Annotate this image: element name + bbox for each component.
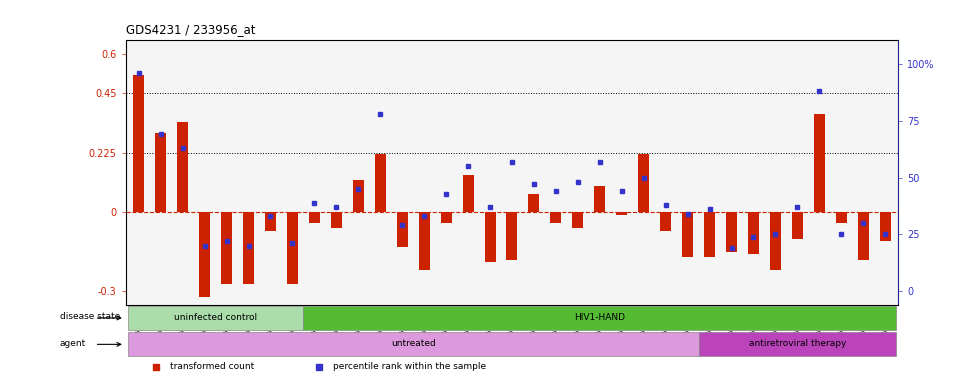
Bar: [353, 180, 364, 212]
Bar: [418, 212, 430, 270]
Bar: [440, 212, 452, 223]
Bar: [221, 212, 232, 283]
Bar: [485, 212, 496, 262]
Bar: [704, 212, 715, 257]
Bar: [375, 154, 385, 212]
Bar: [156, 133, 166, 212]
Bar: [660, 212, 671, 231]
Bar: [528, 194, 539, 212]
Bar: [243, 212, 254, 283]
Text: GDS4231 / 233956_at: GDS4231 / 233956_at: [126, 23, 255, 36]
Text: uninfected control: uninfected control: [174, 313, 257, 322]
Bar: [770, 212, 781, 270]
Text: percentile rank within the sample: percentile rank within the sample: [332, 362, 486, 371]
Bar: [463, 175, 473, 212]
Bar: [303, 306, 896, 330]
Bar: [682, 212, 694, 257]
Text: antiretroviral therapy: antiretroviral therapy: [749, 339, 846, 348]
Bar: [128, 333, 698, 356]
Bar: [813, 114, 825, 212]
Bar: [551, 212, 561, 223]
Bar: [177, 122, 188, 212]
Bar: [330, 212, 342, 228]
Bar: [880, 212, 891, 241]
Bar: [748, 212, 759, 255]
Text: disease state: disease state: [60, 312, 120, 321]
Bar: [309, 212, 320, 223]
Bar: [265, 212, 276, 231]
Bar: [616, 212, 627, 215]
Bar: [858, 212, 868, 260]
Bar: [199, 212, 211, 297]
Bar: [792, 212, 803, 238]
Bar: [506, 212, 518, 260]
Bar: [287, 212, 298, 283]
Text: HIV1-HAND: HIV1-HAND: [575, 313, 625, 322]
Text: transformed count: transformed count: [170, 362, 255, 371]
Bar: [836, 212, 847, 223]
Text: untreated: untreated: [391, 339, 436, 348]
Bar: [639, 154, 649, 212]
Bar: [133, 75, 144, 212]
Bar: [594, 186, 606, 212]
Bar: [726, 212, 737, 252]
Bar: [572, 212, 583, 228]
Text: agent: agent: [60, 339, 86, 348]
Bar: [128, 306, 303, 330]
Bar: [397, 212, 408, 247]
Bar: [698, 333, 896, 356]
